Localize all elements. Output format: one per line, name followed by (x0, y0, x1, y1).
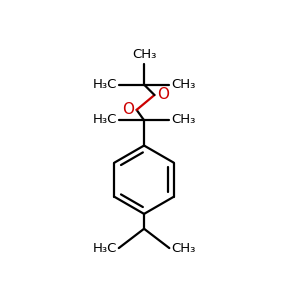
Text: CH₃: CH₃ (171, 242, 196, 255)
Text: H₃C: H₃C (92, 242, 117, 255)
Text: CH₃: CH₃ (171, 77, 196, 91)
Text: O: O (122, 102, 134, 117)
Text: H₃C: H₃C (92, 113, 117, 126)
Text: H₃C: H₃C (92, 77, 117, 91)
Text: CH₃: CH₃ (171, 113, 196, 126)
Text: O: O (157, 87, 169, 102)
Text: CH₃: CH₃ (132, 48, 156, 61)
